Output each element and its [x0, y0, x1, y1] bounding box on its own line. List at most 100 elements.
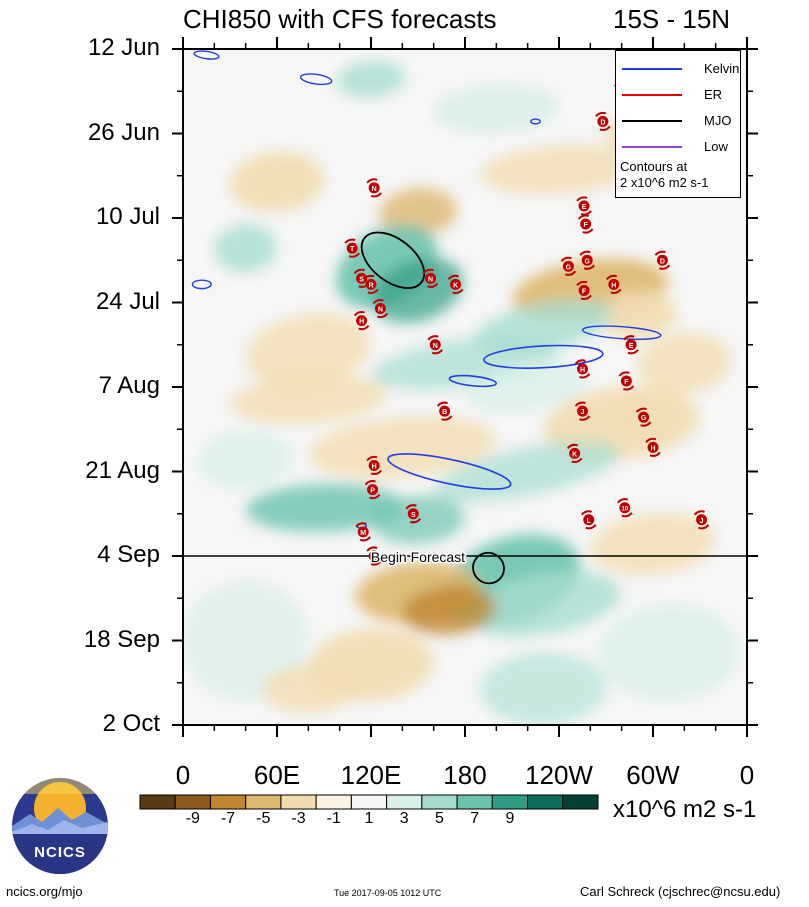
y-tick-label: 4 Sep: [97, 541, 160, 568]
y-tick-label: 10 Jul: [95, 203, 160, 230]
x-tick-label: 60W: [626, 760, 680, 790]
storm-label: T: [350, 246, 355, 253]
x-tick-label: 180: [443, 760, 487, 790]
legend-note-line1: Contours at: [620, 159, 688, 174]
colorbar-swatch: [421, 794, 458, 810]
colorbar-label: 5: [435, 810, 444, 827]
storm-label: E: [629, 343, 634, 350]
colorbar-label: -5: [256, 810, 271, 827]
storm-marker: K: [566, 443, 583, 463]
colorbar-label: 3: [399, 810, 409, 827]
colorbar-swatch: [386, 794, 423, 810]
x-tick-label: 60E: [253, 760, 301, 790]
legend-line-mjo: [622, 120, 682, 122]
storm-marker: H: [645, 437, 661, 457]
legend-line-kelvin: [622, 68, 682, 70]
legend-label-mjo: MJO: [704, 113, 732, 128]
storm-label: G: [584, 258, 590, 265]
storm-marker: T: [344, 238, 360, 258]
colorbar-label: 1: [364, 810, 374, 827]
x-tick-label: 0: [739, 760, 755, 790]
legend: Kelvin ER MJO Low Contours at 2 x10^6 m2…: [615, 50, 741, 198]
y-tick-label: 7 Aug: [98, 372, 160, 399]
storm-marker: G: [560, 256, 577, 276]
storm-label: D: [600, 119, 605, 126]
contours: [191, 50, 662, 585]
storm-label: N: [372, 554, 377, 561]
y-tick-label: 24 Jul: [95, 287, 160, 315]
storm-label: 10: [621, 507, 628, 513]
storm-marker: H: [353, 311, 370, 331]
storm-label: G: [566, 264, 572, 271]
storm-marker: F: [576, 280, 592, 300]
storm-marker: F: [618, 371, 635, 391]
logo-text: NCICS: [34, 844, 86, 861]
x-tick-label: 120E: [340, 760, 402, 790]
storm-label: D: [660, 258, 665, 265]
storm-marker: D: [654, 250, 671, 270]
y-tick-label: 26 Jun: [87, 118, 160, 146]
storm-marker: B: [436, 401, 453, 421]
colorbar-swatch: [245, 794, 282, 810]
storm-label: N: [433, 343, 438, 350]
anomaly-field: [183, 60, 740, 725]
legend-label-kelvin: Kelvin: [704, 61, 740, 76]
storm-label: F: [583, 222, 588, 229]
storm-marker: N: [372, 298, 389, 319]
storm-marker: N: [427, 335, 444, 355]
chart-title: CHI850 with CFS forecasts: [183, 4, 497, 34]
colorbar-label: -3: [291, 810, 306, 827]
storm-marker: H: [366, 455, 382, 476]
legend-item-mjo: MJO: [620, 111, 738, 131]
y-tick-label: 18 Sep: [83, 625, 160, 653]
colorbar-swatch: [491, 794, 529, 810]
colorbar-swatch: [562, 794, 599, 810]
colorbar-label: -1: [326, 810, 341, 827]
storm-label: H: [611, 282, 616, 289]
colorbar-label: 9: [505, 810, 515, 827]
storm-label: H: [580, 367, 585, 374]
storm-marker: G: [635, 407, 652, 427]
y-tick-label: 21 Aug: [85, 456, 160, 484]
legend-line-er: [622, 94, 682, 96]
storm-label: F: [582, 288, 587, 295]
colorbar-swatch: [527, 794, 564, 810]
forecast-label: Begin Forecast: [371, 549, 465, 565]
storm-label: B: [442, 409, 447, 416]
footer-url[interactable]: ncics.org/mjo: [6, 884, 83, 899]
x-tick-label: 0: [175, 760, 191, 790]
storm-label: H: [372, 463, 377, 470]
storm-label: S: [359, 276, 364, 283]
storm-marker: S: [405, 504, 422, 524]
storm-marker: G: [579, 250, 595, 270]
storm-label: N: [372, 186, 377, 193]
storm-marker: R: [363, 274, 379, 294]
colorbar-swatch: [209, 794, 247, 810]
legend-label-low: Low: [704, 139, 728, 154]
legend-note-line2: 2 x10^6 m2 s-1: [620, 175, 709, 190]
colorbar-swatch: [174, 794, 211, 810]
footer-author: Carl Schreck (cjschrec@ncsu.edu): [580, 884, 781, 899]
y-tick-label: 12 Jun: [87, 34, 160, 61]
storm-marker: J: [693, 510, 710, 530]
storm-marker: H: [606, 274, 622, 294]
legend-note: Contours at 2 x10^6 m2 s-1: [620, 159, 708, 191]
colorbar-label: -7: [220, 810, 236, 827]
colorbar-label: 7: [470, 810, 480, 827]
colorbar-swatch: [315, 794, 352, 810]
storm-label: R: [368, 282, 373, 289]
legend-item-kelvin: Kelvin: [620, 59, 740, 79]
storm-marker: K: [447, 274, 464, 294]
storm-label: F: [624, 379, 629, 386]
colorbar-swatch: [280, 794, 317, 810]
legend-label-er: ER: [704, 87, 723, 102]
storm-label: N: [428, 276, 433, 283]
y-tick-label: 2 Oct: [102, 710, 160, 737]
storm-marker: N: [422, 268, 439, 288]
storm-label: H: [359, 319, 364, 326]
storm-label: S: [411, 512, 416, 519]
colorbar-swatch: [456, 794, 493, 810]
storm-marker: J: [574, 401, 591, 421]
logo-graphic: [12, 778, 108, 874]
storm-marker: D: [595, 111, 611, 131]
